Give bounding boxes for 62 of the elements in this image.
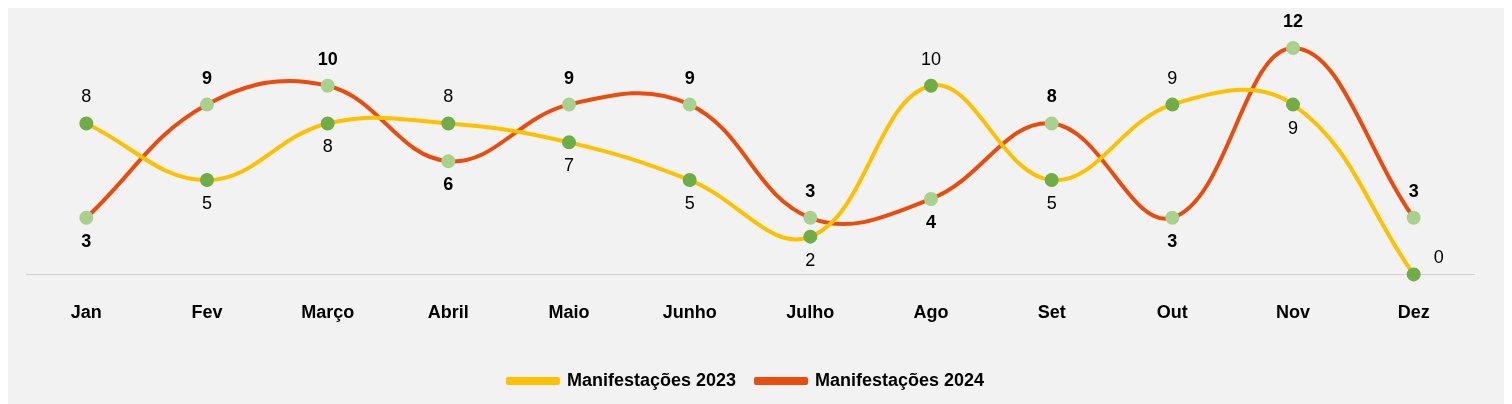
point (1406, 267, 1421, 282)
data-label: 9 (684, 67, 695, 88)
point (1044, 116, 1059, 131)
data-label: 3 (1408, 180, 1419, 201)
point (1286, 41, 1300, 55)
data-label: 4 (925, 211, 937, 232)
legend-label: Manifestações 2023 (566, 369, 736, 390)
data-label: 3 (1167, 230, 1178, 251)
data-label: 9 (1167, 67, 1178, 88)
x-tick-label: Dez (1397, 302, 1430, 323)
data-label: 5 (1046, 193, 1057, 214)
point (803, 229, 818, 244)
point (924, 191, 938, 206)
x-tick-label: Fev (191, 302, 223, 323)
point (79, 210, 94, 225)
data-label: 2 (805, 249, 816, 270)
point (79, 116, 94, 131)
data-label: 10 (920, 48, 942, 69)
point (1406, 210, 1421, 225)
data-label: 5 (201, 193, 213, 214)
data-label: 7 (563, 155, 575, 176)
x-tick-label: Ago (913, 302, 949, 323)
x-tick-label: Out (1156, 302, 1188, 323)
x-tick-label: Nov (1275, 302, 1311, 323)
point (1044, 173, 1059, 188)
point (441, 154, 456, 169)
x-tick-label: Maio (548, 302, 590, 323)
data-label: 8 (322, 136, 333, 157)
x-tick-label: Março (301, 302, 355, 323)
point (803, 210, 818, 225)
x-tick-label: Jan (70, 302, 102, 323)
data-label: 3 (805, 180, 816, 201)
point (320, 116, 335, 131)
x-tick-label: Julho (786, 302, 835, 323)
data-label: 9 (1287, 117, 1299, 138)
data-label: 10 (317, 48, 338, 69)
data-label: 8 (443, 86, 454, 107)
data-label: 8 (81, 86, 92, 107)
point (320, 78, 335, 93)
point (200, 173, 214, 188)
data-label: 9 (201, 67, 213, 88)
point (441, 116, 456, 131)
point (1165, 97, 1180, 112)
data-label: 5 (684, 193, 695, 214)
legend-label: Manifestações 2024 (815, 369, 985, 390)
point (562, 135, 576, 150)
data-label: 3 (81, 230, 92, 251)
x-tick-label: Abril (427, 302, 469, 323)
point (1165, 210, 1180, 225)
point (682, 97, 697, 112)
data-label: 12 (1282, 10, 1304, 31)
point (562, 97, 576, 112)
data-label: 6 (443, 174, 454, 195)
point (1286, 97, 1300, 112)
x-tick-label: Junho (662, 302, 717, 323)
point (924, 78, 938, 93)
data-label: 8 (1046, 86, 1057, 107)
point (682, 173, 697, 188)
x-tick-label: Set (1037, 302, 1066, 323)
data-label: 0 (1433, 247, 1444, 268)
data-label: 9 (563, 67, 575, 88)
point (200, 97, 214, 112)
